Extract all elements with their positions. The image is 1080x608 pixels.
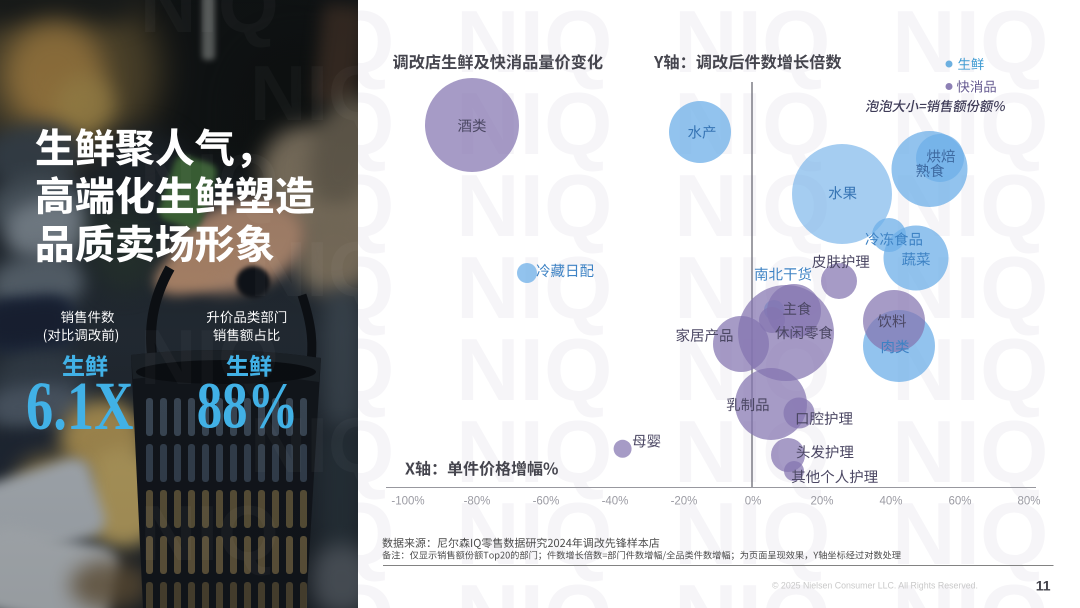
svg-text:NIQ: NIQ [456,566,612,608]
svg-text:-20%: -20% [671,496,698,508]
svg-text:NIQ: NIQ [238,484,394,583]
svg-text:NIQ: NIQ [238,238,394,337]
svg-text:NIQ: NIQ [456,402,612,501]
svg-text:NIQ: NIQ [20,484,176,583]
svg-text:-60%: -60% [533,496,560,508]
svg-text:11: 11 [1036,578,1051,594]
svg-text:60%: 60% [948,496,971,508]
svg-text:NIQ: NIQ [238,74,394,173]
svg-text:NIQ: NIQ [892,402,1048,501]
svg-text:NIQ: NIQ [238,566,394,608]
svg-text:NIQ: NIQ [456,0,612,91]
svg-text:NIQ: NIQ [892,484,1048,583]
svg-text:NIQ: NIQ [238,156,394,255]
svg-text:-80%: -80% [464,496,491,508]
svg-text:NIQ: NIQ [674,484,830,583]
svg-text:NIQ: NIQ [238,0,394,91]
svg-text:NIQ: NIQ [674,566,830,608]
svg-text:NIQ: NIQ [456,238,612,337]
svg-text:-40%: -40% [602,496,629,508]
svg-text:NIQ: NIQ [456,484,612,583]
svg-text:NIQ: NIQ [892,0,1048,91]
svg-text:NIQ: NIQ [238,402,394,501]
svg-text:80%: 80% [1017,496,1040,508]
svg-text:0%: 0% [745,496,762,508]
svg-text:NIQ: NIQ [20,74,176,173]
svg-text:20%: 20% [810,496,833,508]
svg-text:© 2025 Nielsen Consumer LLC. A: © 2025 Nielsen Consumer LLC. All Rights … [772,581,978,591]
svg-text:6.1X: 6.1X [26,369,134,444]
svg-text:-100%: -100% [391,496,424,508]
svg-text:NIQ: NIQ [20,566,176,608]
svg-text:NIQ: NIQ [456,156,612,255]
svg-text:NIQ: NIQ [892,566,1048,608]
svg-text:NIQ: NIQ [238,320,394,419]
svg-text:88%: 88% [197,369,299,442]
svg-text:NIQ: NIQ [456,320,612,419]
svg-text:40%: 40% [879,496,902,508]
svg-text:NIQ: NIQ [20,0,176,91]
svg-text:NIQ: NIQ [674,0,830,91]
